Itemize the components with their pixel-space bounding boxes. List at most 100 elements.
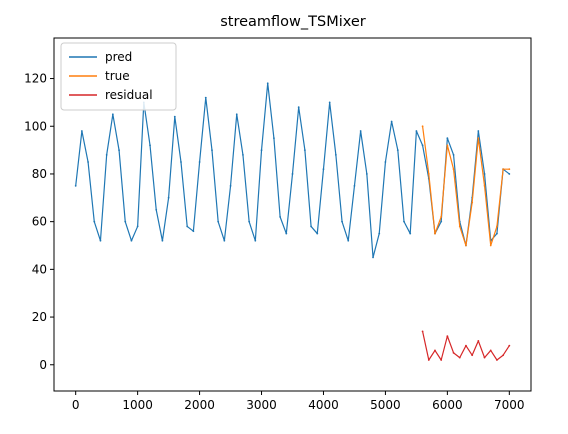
data-point-pred xyxy=(167,196,170,199)
data-point-pred xyxy=(378,232,381,235)
x-tick-label: 4000 xyxy=(308,398,339,412)
data-point-residual xyxy=(496,359,498,361)
series-line-true xyxy=(421,126,510,247)
data-point-true xyxy=(471,201,474,204)
data-point-pred xyxy=(99,239,102,242)
data-point-true xyxy=(502,168,505,171)
data-point-pred xyxy=(186,225,189,228)
data-point-pred xyxy=(130,239,133,242)
data-point-pred xyxy=(266,82,269,85)
data-point-residual xyxy=(502,354,505,357)
data-point-pred xyxy=(242,153,244,156)
data-point-pred xyxy=(396,149,399,152)
data-point-pred xyxy=(310,225,312,228)
data-point-pred xyxy=(285,232,288,235)
data-point-pred xyxy=(384,161,387,163)
data-point-pred xyxy=(273,137,275,140)
x-tick-label: 0 xyxy=(72,398,80,412)
data-point-pred xyxy=(291,173,294,175)
data-point-pred xyxy=(372,256,374,259)
data-point-pred xyxy=(80,130,83,132)
data-point-pred xyxy=(223,239,226,242)
plot-frame xyxy=(53,37,532,392)
data-point-pred xyxy=(124,220,127,223)
data-point-true xyxy=(446,144,449,147)
data-point-true xyxy=(440,215,443,218)
data-point-pred xyxy=(415,130,418,132)
y-tick-label: 120 xyxy=(24,72,47,86)
data-point-pred xyxy=(421,144,424,147)
data-point-pred xyxy=(204,96,207,99)
data-point-pred xyxy=(136,225,139,228)
data-point-pred xyxy=(211,149,213,152)
data-point-pred xyxy=(248,220,251,223)
data-point-pred xyxy=(254,239,257,242)
data-point-residual xyxy=(434,349,436,352)
data-point-pred xyxy=(322,168,325,171)
data-point-residual xyxy=(440,359,443,361)
data-point-pred xyxy=(93,220,96,223)
legend-label-residual: residual xyxy=(105,88,153,102)
data-point-pred xyxy=(303,149,306,152)
chart-title: streamflow_TSMixer xyxy=(220,14,366,30)
data-point-pred xyxy=(149,144,151,147)
y-tick-label: 0 xyxy=(39,358,47,372)
data-point-true xyxy=(434,232,436,235)
y-axis: 0 20 40 60 80 100 120 xyxy=(24,72,54,372)
data-point-pred xyxy=(229,184,232,187)
y-tick-label: 40 xyxy=(32,262,47,276)
data-point-pred xyxy=(217,220,220,223)
data-point-pred xyxy=(198,161,201,163)
data-point-true xyxy=(465,244,467,247)
data-point-residual xyxy=(471,354,474,357)
legend-label-pred: pred xyxy=(105,50,132,64)
data-point-true xyxy=(496,225,498,228)
x-tick-label: 1000 xyxy=(122,398,153,412)
data-point-residual xyxy=(458,356,461,359)
legend-box xyxy=(60,42,177,111)
data-point-pred xyxy=(347,239,350,242)
data-point-pred xyxy=(483,173,486,175)
data-point-pred xyxy=(235,113,238,116)
data-point-pred xyxy=(74,184,77,187)
data-point-pred xyxy=(446,137,449,140)
y-tick-label: 20 xyxy=(32,310,47,324)
data-point-true xyxy=(458,225,461,228)
x-tick-label: 3000 xyxy=(246,398,277,412)
data-point-pred xyxy=(409,232,412,235)
data-point-pred xyxy=(365,173,368,175)
data-point-pred xyxy=(508,173,511,175)
y-tick-label: 80 xyxy=(32,167,47,181)
y-tick-label: 60 xyxy=(32,215,47,229)
data-point-pred xyxy=(403,220,405,223)
x-tick-label: 6000 xyxy=(432,398,463,412)
data-point-pred xyxy=(87,161,89,163)
legend: pred true residual xyxy=(60,42,177,111)
data-point-pred xyxy=(297,106,300,109)
data-point-pred xyxy=(477,130,480,132)
data-point-pred xyxy=(111,113,114,116)
data-point-pred xyxy=(118,149,120,152)
x-tick-label: 7000 xyxy=(494,398,525,412)
data-point-residual xyxy=(477,340,480,342)
data-point-pred xyxy=(452,153,455,156)
data-point-pred xyxy=(316,232,319,235)
y-tick-label: 100 xyxy=(24,119,47,133)
data-point-pred xyxy=(260,149,263,152)
data-point-residual xyxy=(452,351,455,354)
x-tick-label: 5000 xyxy=(370,398,401,412)
data-point-true xyxy=(421,125,424,128)
data-point-pred xyxy=(334,153,337,156)
data-point-pred xyxy=(390,120,393,123)
data-point-pred xyxy=(161,239,164,242)
data-point-true xyxy=(483,184,486,187)
data-point-pred xyxy=(440,220,443,223)
data-point-residual xyxy=(465,344,467,347)
data-point-pred xyxy=(341,220,343,223)
x-axis: 0 1000 2000 3000 4000 5000 6000 7000 xyxy=(72,391,525,412)
data-point-pred xyxy=(496,232,498,235)
data-point-residual xyxy=(421,330,424,333)
data-point-residual xyxy=(483,356,486,359)
data-point-pred xyxy=(359,130,362,132)
